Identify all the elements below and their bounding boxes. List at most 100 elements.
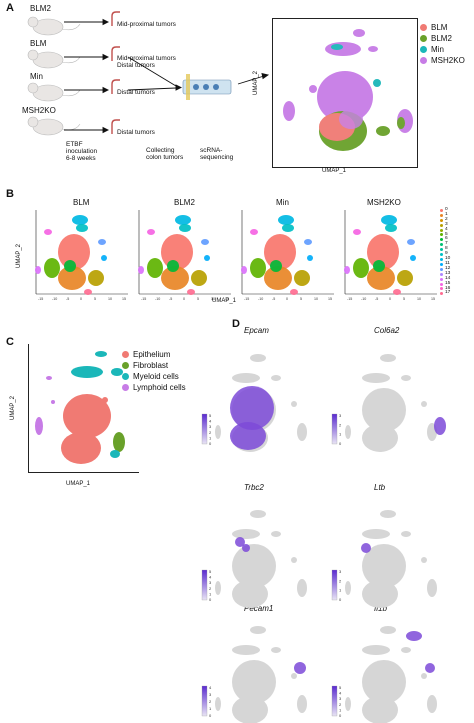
- x-tick-label: 0: [80, 297, 82, 300]
- colorbar-tick-label: 2: [339, 702, 342, 707]
- cell-blob: [271, 531, 281, 537]
- legend-dot: [122, 351, 129, 358]
- cluster-legend-item: 11: [440, 261, 450, 267]
- colorbar-tick-label: 2: [209, 430, 212, 435]
- panel-b-title-min: Min: [276, 198, 289, 207]
- cluster-legend-item: 6: [440, 237, 450, 242]
- cluster-blob: [191, 270, 207, 286]
- cluster-blob: [35, 266, 41, 274]
- cell-blob: [362, 580, 398, 608]
- colorbar-tick-label: 3: [209, 692, 212, 697]
- legend-dot: [440, 208, 443, 212]
- tumor-label: Distal tumors: [117, 129, 155, 136]
- umap-a-ylabel: UMAP_2: [253, 70, 259, 95]
- cluster-legend-item: 7: [440, 241, 450, 247]
- cluster-label: 5: [445, 231, 448, 237]
- legend-dot: [440, 287, 443, 291]
- mouse-icon: [27, 82, 81, 102]
- x-tick-label: 15: [431, 297, 435, 300]
- colorbar-tick-label: 1: [339, 588, 342, 593]
- cluster-blob: [385, 224, 397, 232]
- cluster-blob: [84, 289, 92, 295]
- umap-c-plot: [35, 351, 125, 464]
- cell-blob: [362, 696, 398, 723]
- cluster-blob: [44, 229, 52, 235]
- cluster-blob: [367, 234, 399, 270]
- cluster-label: 17: [445, 290, 451, 296]
- cell-blob: [362, 373, 390, 383]
- cell-blob: [427, 695, 437, 713]
- umap-b-panel: -15 -10 -5 0 5 10 15: [241, 210, 334, 300]
- cluster-blob: [64, 260, 76, 272]
- cell-blob: [362, 660, 406, 704]
- cluster-blob: [367, 266, 395, 290]
- cluster-legend-item: 1: [440, 212, 450, 218]
- cell-blob: [232, 660, 276, 704]
- cluster-blob: [201, 239, 209, 245]
- cluster-legend-item: 2: [440, 217, 450, 223]
- x-tick-label: -5: [66, 297, 69, 300]
- cell-blob: [250, 626, 266, 634]
- x-tick-label: 0: [389, 297, 391, 300]
- colon-icon: [111, 46, 120, 61]
- umap-b-plots: -15 -10 -5 0 5 10 15 10 5 0 -5 -15 -10 -5 0 5 10 15 -15 -10…: [35, 210, 437, 300]
- cluster-label: 0: [445, 207, 448, 212]
- legend-dot: [440, 258, 443, 262]
- expression-blob: [235, 537, 245, 547]
- colorbar-tick-label: 5: [339, 685, 342, 690]
- cluster-blob: [241, 266, 247, 274]
- x-tick-label: -10: [155, 297, 160, 300]
- cluster-blob: [161, 234, 193, 270]
- cluster-legend-item: 16: [440, 286, 450, 292]
- cell-blob: [232, 373, 260, 383]
- collect-label-1: Collecting: [146, 147, 175, 154]
- cell-blob: [345, 425, 351, 439]
- mouse-label-min: Min: [30, 72, 43, 81]
- umap-b-panel: -15 -10 -5 0 5 10 15: [344, 210, 437, 300]
- colorbar: [201, 413, 208, 445]
- cluster-blob: [58, 234, 90, 270]
- colorbar-tick-label: 1: [209, 591, 212, 596]
- cluster-blob: [353, 229, 361, 235]
- x-tick-label: 5: [300, 297, 302, 300]
- colorbar-tick-label: 1: [209, 435, 212, 440]
- cell-blob: [345, 581, 351, 595]
- x-tick-label: 15: [225, 297, 229, 300]
- gene-title-pecam1: Pecam1: [244, 604, 274, 613]
- cell-blob: [401, 531, 411, 537]
- cluster-legend-item: 12: [440, 266, 450, 272]
- colorbar-tick-label: 0: [209, 597, 212, 602]
- umap-c-ylabel: UMAP_2: [10, 395, 16, 420]
- mouse-icon: [27, 116, 81, 136]
- sequencing-chip-icon: [182, 74, 232, 100]
- colorbar-tick-label: 3: [339, 569, 342, 574]
- legend-dot: [122, 373, 129, 380]
- legend-dot: [440, 277, 443, 281]
- colorbar-tick-label: 3: [339, 413, 342, 418]
- gene-title-epcam: Epcam: [244, 326, 269, 335]
- tumor-label: Mid-proximal tumors: [117, 21, 176, 28]
- colorbar-tick-label: 2: [339, 422, 342, 427]
- cluster-blob: [410, 255, 416, 261]
- x-tick-label: -10: [258, 297, 263, 300]
- cluster-blob: [58, 266, 86, 290]
- expression-blob: [294, 662, 306, 674]
- mouse-icon: [27, 16, 81, 36]
- tumor-label: Distal tumors: [117, 62, 155, 69]
- legend-dot: [420, 24, 427, 31]
- cell-blob: [421, 673, 427, 679]
- cluster-blob: [270, 260, 282, 272]
- cell-blob: [291, 673, 297, 679]
- cluster-blob: [294, 270, 310, 286]
- cell-blob: [362, 424, 398, 452]
- colorbar-tick-label: 0: [339, 597, 342, 602]
- legend-item-blm: BLM: [420, 22, 465, 33]
- cluster-blob: [344, 266, 350, 274]
- x-tick-label: 10: [108, 297, 112, 300]
- x-tick-label: -15: [244, 297, 249, 300]
- x-tick-label: -5: [375, 297, 378, 300]
- mouse-label-msh2ko: MSH2KO: [22, 106, 56, 115]
- expression-blob: [425, 663, 435, 673]
- gene-title-il1b: Il1b: [374, 604, 387, 613]
- etbf-label-2: inoculation: [66, 148, 98, 155]
